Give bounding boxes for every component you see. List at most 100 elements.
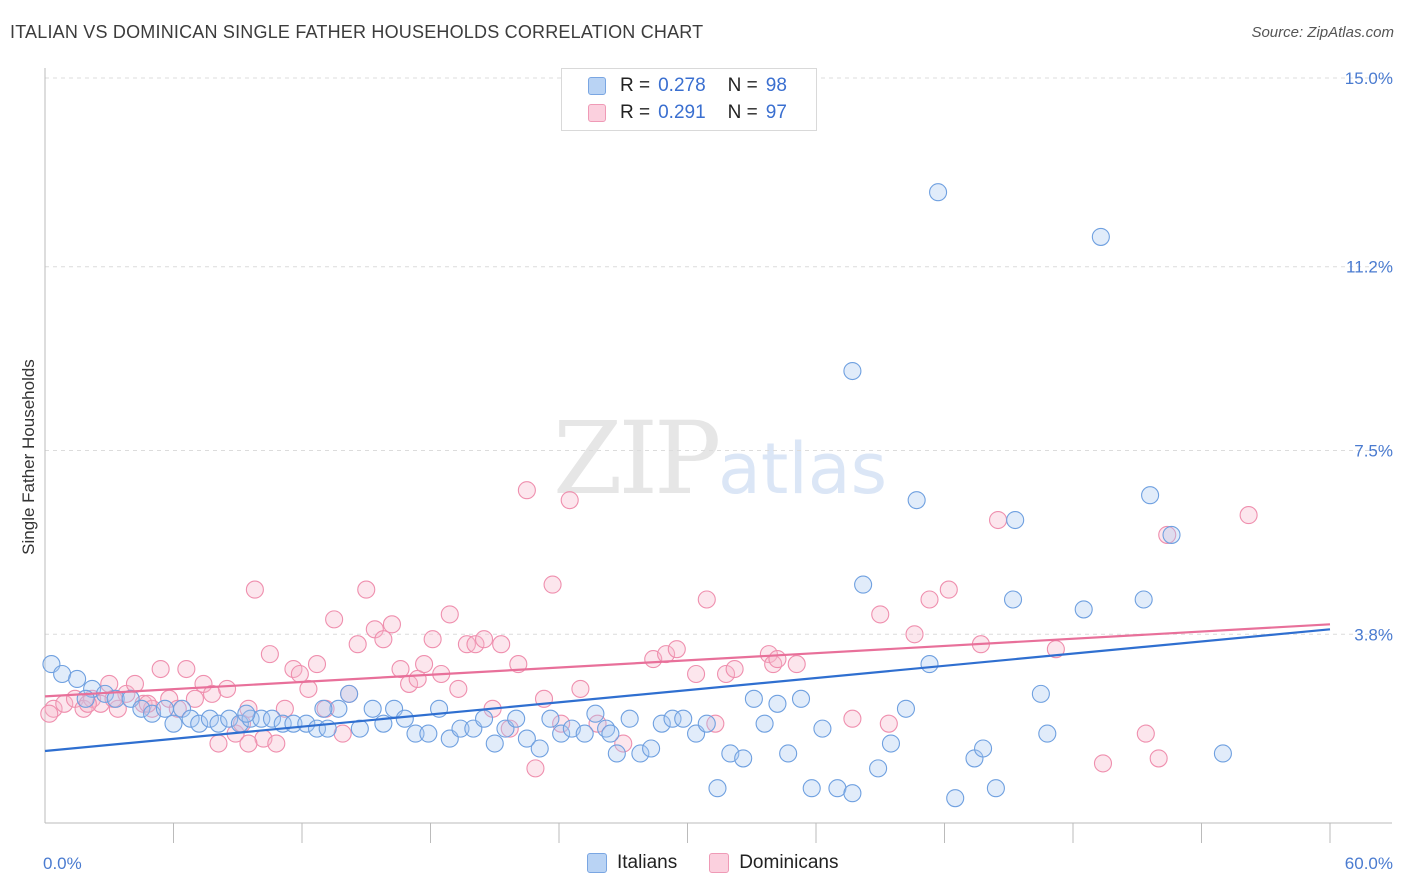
dominican-point bbox=[423, 630, 442, 649]
italian-point bbox=[828, 779, 847, 798]
italians-r-value: 0.278 bbox=[658, 75, 706, 96]
y-tick-label: 15.0% bbox=[1345, 69, 1393, 88]
italian-point bbox=[164, 714, 183, 733]
r-label: R = bbox=[620, 75, 651, 96]
dominican-point bbox=[560, 491, 579, 510]
italian-point bbox=[791, 689, 811, 708]
y-axis-label: Single Father Households bbox=[19, 359, 38, 555]
dominican-point bbox=[905, 625, 924, 644]
dominican-point bbox=[307, 655, 327, 674]
italian-point bbox=[779, 744, 798, 763]
italian-point bbox=[813, 719, 832, 738]
italian-point bbox=[854, 575, 873, 594]
italian-point bbox=[843, 784, 862, 803]
dominican-point bbox=[1239, 506, 1258, 525]
dominican-point bbox=[843, 709, 862, 728]
dominican-point bbox=[40, 704, 59, 723]
italian-point bbox=[663, 709, 682, 728]
italian-point bbox=[986, 779, 1005, 798]
italian-point bbox=[586, 704, 605, 723]
italian-point bbox=[451, 719, 470, 738]
italian-point bbox=[200, 709, 219, 728]
italian-point bbox=[744, 689, 763, 708]
r-label: R = bbox=[620, 102, 651, 123]
italian-point bbox=[541, 709, 560, 728]
dominican-point bbox=[716, 664, 736, 684]
italian-point bbox=[755, 714, 774, 733]
italian-point bbox=[485, 734, 504, 753]
dominican-point bbox=[1149, 749, 1168, 768]
dominican-point bbox=[768, 650, 787, 669]
italian-point bbox=[607, 744, 626, 763]
dominican-point bbox=[1136, 724, 1155, 743]
italian-point bbox=[155, 699, 174, 718]
italian-point bbox=[973, 739, 993, 758]
italian-point bbox=[674, 709, 693, 728]
correlation-legend: R = 0.278 N = 98 R = 0.291 N = 97 bbox=[561, 68, 817, 131]
dominican-point bbox=[185, 689, 204, 708]
dominican-point bbox=[357, 580, 376, 599]
dominican-point bbox=[299, 679, 318, 698]
italian-point bbox=[53, 664, 72, 684]
italians-n-value: 98 bbox=[765, 75, 787, 96]
italian-point bbox=[1141, 486, 1160, 505]
italian-point bbox=[601, 724, 620, 743]
dominican-point bbox=[177, 659, 196, 679]
axis-layer bbox=[44, 68, 1392, 843]
n-label: N = bbox=[727, 102, 758, 123]
source-label: Source: ZipAtlas.com bbox=[1251, 24, 1394, 41]
italian-point bbox=[907, 491, 926, 510]
dominican-point bbox=[787, 655, 806, 674]
dominican-point bbox=[348, 635, 367, 654]
legend-item-italians[interactable]: Italians bbox=[587, 852, 677, 874]
italian-point bbox=[896, 699, 916, 718]
italians-swatch bbox=[588, 77, 606, 95]
italian-point bbox=[881, 734, 901, 753]
italian-point bbox=[363, 699, 382, 718]
x-tick-label: 60.0% bbox=[1345, 854, 1393, 873]
dominican-point bbox=[517, 481, 536, 500]
dominican-point bbox=[333, 724, 352, 743]
dominican-point bbox=[571, 679, 590, 698]
dominican-point bbox=[939, 580, 958, 599]
italian-point bbox=[1006, 510, 1025, 530]
dominican-point bbox=[871, 605, 890, 624]
dominican-point bbox=[687, 664, 706, 684]
italian-point bbox=[920, 655, 939, 674]
italian-point bbox=[181, 709, 200, 728]
legend-item-dominicans[interactable]: Dominicans bbox=[709, 852, 838, 874]
dominicans-points bbox=[40, 481, 1258, 778]
dominicans-legend-swatch bbox=[709, 853, 730, 873]
trend-lines bbox=[44, 623, 1331, 753]
italian-point bbox=[708, 779, 727, 798]
italian-point bbox=[237, 704, 256, 723]
dominican-point bbox=[474, 630, 494, 649]
dominican-point bbox=[697, 590, 716, 609]
tick-labels: 3.8% 7.5% 11.2% 15.0% 0.0% 60.0% Single Father… bbox=[19, 69, 1393, 873]
dominican-point bbox=[543, 575, 562, 594]
dominican-point bbox=[415, 655, 434, 674]
italian-point bbox=[530, 739, 549, 758]
italian-point bbox=[262, 709, 282, 728]
italian-point bbox=[68, 669, 87, 689]
dominican-point bbox=[168, 699, 187, 718]
series-legend: Italians Dominicans bbox=[587, 852, 870, 874]
italian-point bbox=[419, 724, 438, 743]
chart-title: ITALIAN VS DOMINICAN SINGLE FATHER HOUSE… bbox=[10, 22, 704, 42]
italian-point bbox=[220, 709, 239, 728]
dominican-point bbox=[391, 659, 410, 679]
dominican-point bbox=[920, 590, 939, 609]
dominican-point bbox=[325, 610, 344, 629]
italian-point bbox=[652, 714, 671, 733]
italians-points bbox=[42, 183, 1232, 808]
dominicans-legend-label: Dominicans bbox=[739, 852, 839, 873]
italian-point bbox=[946, 789, 965, 808]
italian-point bbox=[734, 749, 753, 768]
italian-point bbox=[1091, 227, 1110, 246]
dominican-point bbox=[290, 664, 309, 684]
dominican-point bbox=[151, 659, 170, 679]
italian-point bbox=[929, 183, 948, 202]
italian-point bbox=[1213, 744, 1232, 763]
italian-point bbox=[190, 714, 209, 733]
dominican-point bbox=[260, 645, 279, 664]
